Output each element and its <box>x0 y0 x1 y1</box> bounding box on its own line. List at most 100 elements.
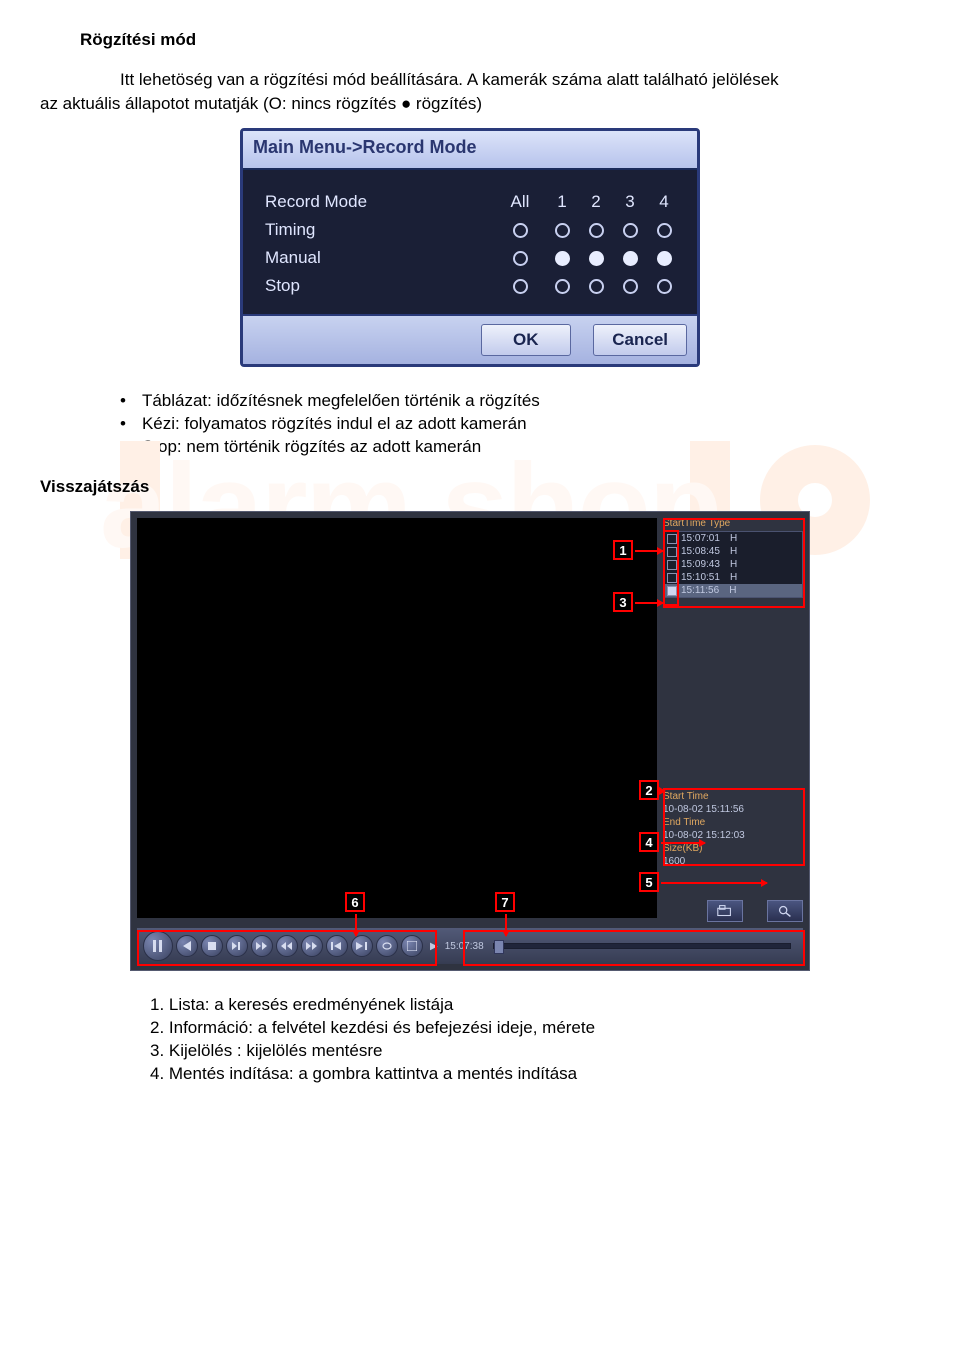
playback-control-bar: ▶ 15:07:38 <box>137 928 803 964</box>
radio-ch3[interactable] <box>623 223 638 238</box>
list-item[interactable]: 15:07:01 H <box>664 532 802 545</box>
legend-list: 1. Lista: a keresés eredményének listája… <box>150 995 900 1084</box>
radio-all[interactable] <box>513 279 528 294</box>
playback-video-area <box>137 518 657 918</box>
record-mode-table: Record Mode All 1 2 3 4 TimingManualStop <box>259 188 681 300</box>
legend-item: 3. Kijelölés : kijelölés mentésre <box>150 1041 900 1061</box>
list-checkbox[interactable] <box>667 573 677 583</box>
radio-ch3[interactable] <box>623 279 638 294</box>
callout-number-2: 2 <box>639 780 659 800</box>
callout-arrow <box>505 914 507 936</box>
list-time: 15:07:01 <box>681 533 720 544</box>
info-size-value: 1600 <box>663 855 803 868</box>
next-file-button[interactable] <box>351 935 373 957</box>
radio-ch2[interactable] <box>589 223 604 238</box>
mode-row-label: Timing <box>259 216 495 244</box>
ok-button[interactable]: OK <box>481 324 571 356</box>
recording-info: Start Time 10-08-02 15:11:56 End Time 10… <box>663 790 803 868</box>
legend-item: 2. Információ: a felvétel kezdési és bef… <box>150 1018 900 1038</box>
callout-arrow <box>661 882 767 884</box>
radio-ch2[interactable] <box>589 251 604 266</box>
list-time: 15:08:45 <box>681 546 720 557</box>
bullet-item: Táblázat: időzítésnek megfelelően történ… <box>120 391 900 411</box>
loop-button[interactable] <box>376 935 398 957</box>
bullet-item: Kézi: folyamatos rögzítés indul el az ad… <box>120 414 900 434</box>
fast-fwd-button[interactable] <box>251 935 273 957</box>
info-end-value: 10-08-02 15:12:03 <box>663 829 803 842</box>
radio-ch4[interactable] <box>657 279 672 294</box>
backup-button[interactable] <box>707 900 743 922</box>
prev-file-button[interactable] <box>326 935 348 957</box>
playback-arrow-icon: ▶ <box>430 941 438 952</box>
radio-all[interactable] <box>513 251 528 266</box>
slow-button[interactable] <box>226 935 248 957</box>
radio-all[interactable] <box>513 223 528 238</box>
radio-ch4[interactable] <box>657 223 672 238</box>
radio-ch4[interactable] <box>657 251 672 266</box>
col-header-all: All <box>495 188 545 216</box>
playback-panel: StartTime Type 15:07:01H15:08:45H15:09:4… <box>130 511 810 971</box>
callout-arrow <box>635 550 663 552</box>
list-type: H <box>730 546 737 557</box>
radio-ch3[interactable] <box>623 251 638 266</box>
radio-ch1[interactable] <box>555 279 570 294</box>
mode-row-label: Stop <box>259 272 495 300</box>
radio-ch1[interactable] <box>555 223 570 238</box>
dialog-titlebar: Main Menu->Record Mode <box>243 131 697 170</box>
radio-ch2[interactable] <box>589 279 604 294</box>
info-end-label: End Time <box>663 816 803 829</box>
record-mode-dialog: Main Menu->Record Mode Record Mode All 1… <box>240 128 700 367</box>
recording-list: 15:07:01H15:08:45H15:09:43H15:10:51H15:1… <box>663 531 803 598</box>
list-checkbox[interactable] <box>667 534 677 544</box>
legend-item: 4. Mentés indítása: a gombra kattintva a… <box>150 1064 900 1084</box>
callout-number-7: 7 <box>495 892 515 912</box>
cancel-button[interactable]: Cancel <box>593 324 687 356</box>
list-item[interactable]: 15:10:51H <box>664 571 802 584</box>
legend-item: 1. Lista: a keresés eredményének listája <box>150 995 900 1015</box>
list-item[interactable]: 15:08:45 H <box>664 545 802 558</box>
callout-number-1: 1 <box>613 540 633 560</box>
fullscreen-button[interactable] <box>401 935 423 957</box>
playback-slider[interactable] <box>493 943 791 949</box>
dialog-footer: OK Cancel <box>243 314 697 364</box>
list-time: 15:11:56 <box>681 585 719 596</box>
list-type: H <box>730 559 737 570</box>
col-header-mode: Record Mode <box>259 188 495 216</box>
section-title-playback: Visszajátszás <box>40 477 900 497</box>
list-checkbox[interactable] <box>667 547 677 557</box>
list-checkbox[interactable] <box>667 586 677 596</box>
info-start-value: 10-08-02 15:11:56 <box>663 803 803 816</box>
dialog-body: Record Mode All 1 2 3 4 TimingManualStop <box>243 170 697 314</box>
callout-arrow <box>635 602 663 604</box>
next-frame-button[interactable] <box>301 935 323 957</box>
callout-arrow <box>355 914 357 936</box>
col-header-ch2: 2 <box>579 188 613 216</box>
list-time: 15:10:51 <box>681 572 720 583</box>
callout-number-3: 3 <box>613 592 633 612</box>
bullets-list: Táblázat: időzítésnek megfelelően történ… <box>120 391 900 457</box>
callout-arrow <box>661 842 705 844</box>
callout-number-5: 5 <box>639 872 659 892</box>
pause-button[interactable] <box>143 931 173 961</box>
callout-number-6: 6 <box>345 892 365 912</box>
col-header-ch4: 4 <box>647 188 681 216</box>
prev-frame-button[interactable] <box>276 935 298 957</box>
list-item[interactable]: 15:11:56H <box>664 584 802 597</box>
info-start-label: Start Time <box>663 790 803 803</box>
play-rev-button[interactable] <box>176 935 198 957</box>
stop-button[interactable] <box>201 935 223 957</box>
section-title-record-mode: Rögzítési mód <box>80 30 900 50</box>
list-type: H <box>730 533 737 544</box>
list-header: StartTime Type <box>663 518 803 529</box>
playback-time: 15:07:38 <box>445 941 484 952</box>
callout-arrow <box>661 790 665 792</box>
search-button[interactable] <box>767 900 803 922</box>
list-item[interactable]: 15:09:43H <box>664 558 802 571</box>
mode-row-label: Manual <box>259 244 495 272</box>
intro-line-1: Itt lehetöség van a rögzítési mód beállí… <box>120 70 900 90</box>
playback-sidebar: StartTime Type 15:07:01H15:08:45H15:09:4… <box>663 518 803 598</box>
list-checkbox[interactable] <box>667 560 677 570</box>
col-header-ch3: 3 <box>613 188 647 216</box>
intro-line-2: az aktuális állapotot mutatják (O: nincs… <box>40 94 900 114</box>
radio-ch1[interactable] <box>555 251 570 266</box>
